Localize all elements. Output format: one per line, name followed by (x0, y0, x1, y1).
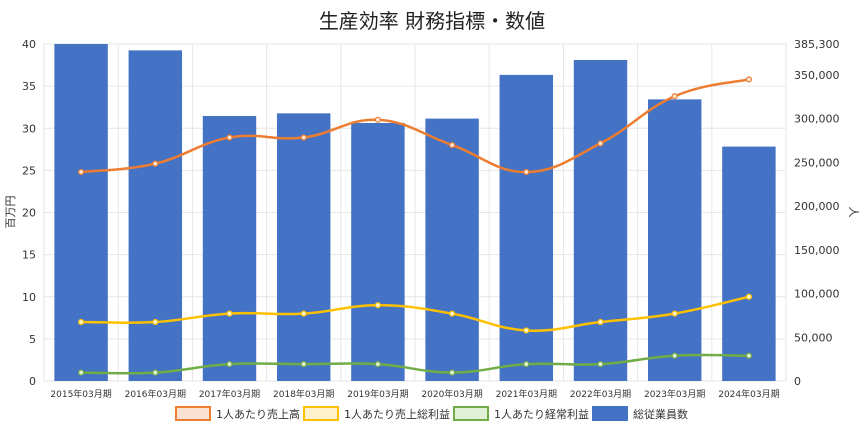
line-point-0 (226, 134, 233, 141)
x-tick-label: 2020年03月期 (421, 388, 482, 400)
line-point-0 (745, 76, 753, 83)
y-left-tick-label: 20 (22, 207, 36, 220)
legend-swatch (303, 406, 339, 421)
y-right-tick-label: 200,000 (794, 200, 840, 213)
bar-employees (202, 115, 257, 382)
x-tick-label: 2024年03月期 (718, 388, 779, 400)
x-tick-label: 2017年03月期 (199, 388, 260, 400)
y-left-tick-label: 25 (22, 164, 36, 177)
line-point-2 (374, 361, 381, 368)
bar-employees (54, 44, 108, 381)
y-left-tick-label: 10 (22, 291, 36, 304)
y-right-tick-label: 350,000 (794, 69, 840, 82)
line-point-1 (300, 310, 307, 317)
bar-employees (351, 122, 405, 381)
line-series-1 (81, 295, 750, 332)
line-point-2 (597, 361, 604, 368)
line-point-2 (226, 361, 233, 368)
y-right-tick-label: 385,300 (794, 38, 840, 51)
x-tick-label: 2022年03月期 (570, 388, 631, 400)
line-point-0 (374, 116, 381, 123)
y-axis-left-label: 百万円 (4, 196, 17, 229)
bar-employees (128, 50, 183, 382)
legend-label: 1人あたり経常利益 (494, 407, 589, 421)
line-point-0 (671, 93, 678, 100)
axis-layer: 0 5 10 15 20 25 30 35 40 0 50,000 100,000 150,000 200… (22, 38, 840, 400)
x-tick-label: 2015年03月期 (50, 388, 111, 400)
bar-employees (425, 118, 479, 381)
line-point-0 (152, 160, 159, 167)
y-left-tick-label: 30 (22, 122, 36, 135)
line-layer (77, 76, 753, 376)
line-point-2 (745, 352, 753, 359)
x-tick-label: 2018年03月期 (273, 388, 334, 400)
x-tick-label: 2019年03月期 (347, 388, 408, 400)
line-point-2 (77, 369, 85, 376)
line-point-1 (597, 318, 604, 326)
line-series-0 (80, 78, 750, 174)
legend-swatch (453, 406, 489, 421)
x-tick-label: 2016年03月期 (125, 388, 186, 400)
y-axis-right-label: 人 (847, 207, 860, 218)
legend-swatch (175, 406, 211, 421)
y-right-tick-label: 300,000 (794, 113, 840, 126)
legend-swatch (592, 406, 628, 421)
x-tick-label: 2023年03月期 (644, 388, 705, 400)
line-point-2 (449, 369, 456, 376)
line-point-1 (671, 310, 678, 317)
legend-label: 総従業員数 (633, 407, 688, 421)
legend-label: 1人あたり売上高 (216, 407, 300, 421)
chart-title: 生産効率 財務指標・数値 (319, 9, 545, 33)
legend-label: 1人あたり売上総利益 (344, 407, 450, 421)
line-point-0 (300, 134, 307, 141)
bar-employees (499, 74, 554, 381)
line-point-1 (523, 327, 530, 334)
line-point-2 (152, 369, 159, 376)
bar-employees (573, 60, 628, 381)
y-right-tick-label: 50,000 (794, 331, 833, 344)
line-point-2 (300, 361, 307, 368)
y-right-tick-label: 100,000 (794, 288, 840, 301)
line-point-2 (671, 352, 678, 359)
bar-employees (647, 99, 702, 381)
line-point-0 (449, 142, 456, 149)
line-point-1 (152, 318, 159, 326)
y-left-tick-label: 5 (29, 333, 36, 346)
line-point-2 (523, 361, 530, 368)
bar-employees (276, 113, 331, 382)
line-point-1 (449, 310, 456, 317)
line-point-1 (374, 302, 381, 309)
x-tick-label: 2021年03月期 (496, 388, 557, 400)
line-point-1 (77, 318, 85, 326)
line-point-0 (77, 168, 85, 176)
line-point-1 (226, 310, 233, 317)
line-point-1 (745, 293, 753, 300)
y-right-tick-label: 250,000 (794, 156, 840, 169)
y-right-tick-label: 150,000 (794, 244, 840, 257)
y-left-tick-label: 40 (22, 38, 36, 51)
line-point-0 (523, 168, 530, 176)
bar-employees (722, 146, 776, 381)
line-series-2 (81, 353, 749, 375)
legend: 1人あたり売上高 1人あたり売上総利益 1人あたり経常利益 総従業員数 (175, 406, 688, 421)
y-left-tick-label: 15 (22, 249, 36, 262)
y-right-tick-label: 0 (794, 375, 801, 388)
y-left-tick-label: 0 (29, 375, 36, 388)
y-left-tick-label: 35 (22, 80, 36, 93)
line-point-0 (597, 140, 604, 147)
